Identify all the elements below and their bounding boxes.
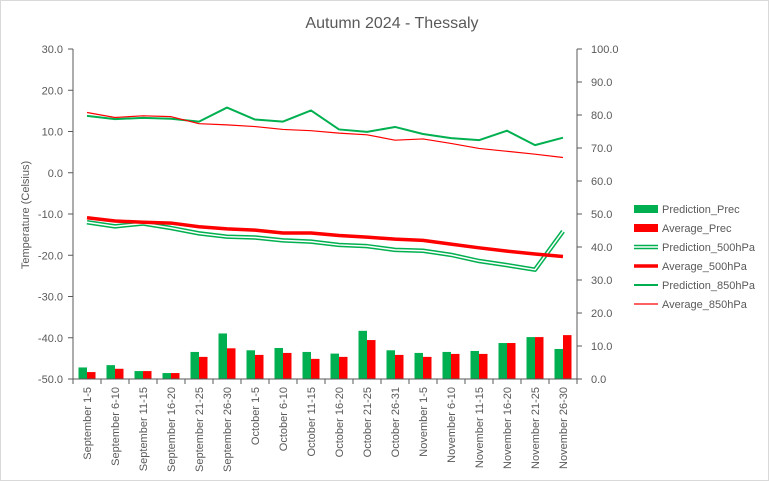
bar-average-prec-2 [143,371,152,379]
y-tick-label: -30.0 [38,292,63,304]
legend-average-850hpa-label: Average_850hPa [662,299,748,311]
bar-prediction-prec-3 [162,373,171,379]
x-tick-label: October 16-20 [334,387,346,457]
y2-tick-label: 30.0 [591,275,612,287]
legend-average-500hpa-label: Average_500hPa [662,261,748,273]
bar-prediction-prec-12 [414,352,423,379]
bars-layer [78,330,572,379]
x-tick-label: October 21-25 [362,387,374,457]
legend-average-prec-label: Average_Prec [662,223,732,235]
y-axis-label: Temperature (Celsius) [20,161,32,269]
bar-average-prec-16 [535,337,544,379]
bar-average-prec-14 [479,353,488,379]
x-tick-label: October 11-15 [306,387,318,457]
bar-prediction-prec-1 [106,365,115,379]
x-tick-label: November 26-30 [558,387,570,469]
bar-average-prec-11 [395,354,404,379]
x-tick-label: November 16-20 [502,387,514,469]
y2-tick-label: 20.0 [591,308,612,320]
y-tick-label: 10.0 [42,127,63,139]
legend: Prediction_Prec Average_Prec Prediction_50… [634,204,756,311]
bar-prediction-prec-16 [526,337,535,379]
bar-prediction-prec-15 [498,343,507,379]
x-tick-label: November 1-5 [418,387,430,457]
legend-prediction-500hpa-label: Prediction_500hPa [662,242,756,254]
y2-tick-label: 70.0 [591,143,612,155]
bar-average-prec-0 [87,372,96,379]
series-line-average-500hpa [86,215,564,259]
x-tick-label: September 26-30 [222,387,234,472]
bar-average-prec-10 [367,340,376,379]
x-tick-label: September 21-25 [194,387,206,472]
y2-tick-label: 90.0 [591,77,612,89]
y-tick-label: 20.0 [42,85,63,97]
bar-prediction-prec-2 [134,371,143,379]
legend-prediction-prec-label: Prediction_Prec [662,204,740,216]
y-tick-label: -20.0 [38,250,63,262]
series-line-prediction-850hpa [86,106,564,147]
x-tick-label: October 26-31 [390,387,402,457]
legend-prediction-prec-swatch [634,205,658,213]
bar-prediction-prec-10 [358,330,367,379]
y2-tick-label: 0.0 [591,374,606,386]
y-tick-label: -10.0 [38,209,63,221]
bar-prediction-prec-0 [78,367,87,379]
x-tick-label: October 1-5 [250,387,262,445]
bar-prediction-prec-11 [386,350,395,379]
x-tick-label: September 1-5 [82,387,94,460]
y2-tick-label: 50.0 [591,209,612,221]
x-tick-label: November 11-15 [474,387,486,468]
bar-average-prec-15 [507,343,516,379]
bar-average-prec-1 [115,368,124,379]
ticks-layer: 30.0 20.0 10.0 0.0 -10.0 -20.0 -30.0 -40.0 -50.0… [38,44,619,472]
series-line-prediction-500hpa-inner [86,221,564,271]
bar-average-prec-8 [311,358,320,379]
bar-average-prec-13 [451,353,460,379]
bar-prediction-prec-13 [442,351,451,379]
bar-prediction-prec-6 [246,350,255,379]
bar-average-prec-7 [283,352,292,379]
legend-prediction-850hpa-label: Prediction_850hPa [662,280,756,292]
bar-average-prec-4 [199,356,208,379]
bar-average-prec-17 [563,335,572,379]
bar-prediction-prec-9 [330,353,339,379]
bar-prediction-prec-7 [274,347,283,379]
y-tick-label: 0.0 [48,168,63,180]
y2-tick-label: 10.0 [591,341,612,353]
bar-average-prec-5 [227,348,236,379]
bar-prediction-prec-5 [218,333,227,379]
chart-title: Autumn 2024 - Thessaly [305,15,478,32]
bar-prediction-prec-17 [554,348,563,379]
axes-layer [72,49,578,380]
y-tick-label: -50.0 [38,374,63,386]
bar-prediction-prec-8 [302,351,311,379]
y2-tick-label: 40.0 [591,242,612,254]
x-tick-label: September 16-20 [166,387,178,472]
bar-average-prec-6 [255,354,264,379]
x-tick-label: November 21-25 [530,387,542,469]
y2-tick-label: 100.0 [591,44,619,56]
bar-average-prec-9 [339,356,348,379]
x-tick-label: September 6-10 [110,387,122,466]
y2-tick-label: 80.0 [591,110,612,122]
y-tick-label: 30.0 [42,44,63,56]
series-line-average-850hpa [86,111,564,159]
bar-prediction-prec-14 [470,350,479,379]
y-tick-label: -40.0 [38,333,63,345]
bar-average-prec-3 [171,373,180,379]
lines-layer [86,106,565,272]
y2-tick-label: 60.0 [591,176,612,188]
x-tick-label: November 6-10 [446,387,458,463]
bar-average-prec-12 [423,356,432,379]
legend-average-prec-swatch [634,224,658,232]
bar-prediction-prec-4 [190,351,199,379]
x-tick-label: October 6-10 [278,387,290,451]
x-tick-label: September 11-15 [138,387,150,471]
